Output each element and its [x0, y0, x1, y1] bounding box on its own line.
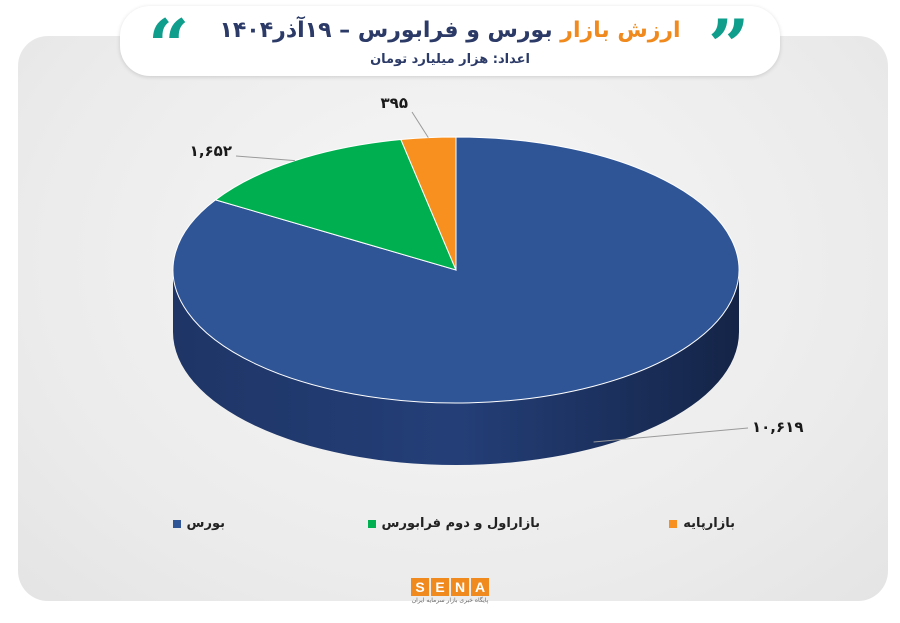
- legend-item-بازاراول و دوم فرابورس: بازاراول و دوم فرابورس: [367, 516, 540, 531]
- logo-tagline: پایگاه خبری بازار سرمایه ایران: [411, 597, 489, 604]
- legend-swatch: [172, 519, 181, 528]
- quote-open-icon: “: [148, 3, 190, 88]
- chart-subtitle: اعداد: هزار میلیارد تومان: [370, 52, 530, 67]
- quote-close-icon: ”: [708, 3, 750, 88]
- legend-swatch: [669, 519, 678, 528]
- leader-line-بازارپایه: [411, 111, 429, 138]
- leader-line-بازاراول و دوم فرابورس: [235, 155, 295, 162]
- data-label-بورس: ۱۰,۶۱۹: [752, 418, 803, 436]
- chart-legend: بورس بازاراول و دوم فرابورس بازارپایه: [0, 516, 900, 540]
- data-label-بازاراول و دوم فرابورس: ۱,۶۵۲: [190, 142, 232, 160]
- pie-side-بورس: [173, 270, 739, 465]
- leader-line-بورس: [593, 427, 749, 443]
- legend-item-بورس: بورس: [172, 516, 225, 531]
- title-rest: بورس و فرابورس – ۱۹آذر۱۴۰۴: [219, 18, 561, 43]
- legend-label: بورس: [186, 516, 225, 531]
- chart-title: ارزش بازار بورس و فرابورس – ۱۹آذر۱۴۰۴: [120, 18, 780, 43]
- logo-letter: A: [471, 578, 489, 596]
- title-box: ارزش بازار بورس و فرابورس – ۱۹آذر۱۴۰۴ اع…: [120, 6, 780, 76]
- legend-swatch: [367, 519, 376, 528]
- pie-slice-بازاراول و دوم فرابورس: [214, 139, 457, 271]
- legend-item-بازارپایه: بازارپایه: [669, 516, 735, 531]
- logo-letter: S: [411, 578, 429, 596]
- legend-label: بازاراول و دوم فرابورس: [381, 516, 540, 531]
- logo-letter: E: [431, 578, 449, 596]
- legend-label: بازارپایه: [683, 516, 735, 531]
- data-label-بازارپایه: ۳۹۵: [381, 94, 408, 112]
- title-accent: ارزش بازار: [560, 18, 681, 43]
- logo-letter: N: [451, 578, 469, 596]
